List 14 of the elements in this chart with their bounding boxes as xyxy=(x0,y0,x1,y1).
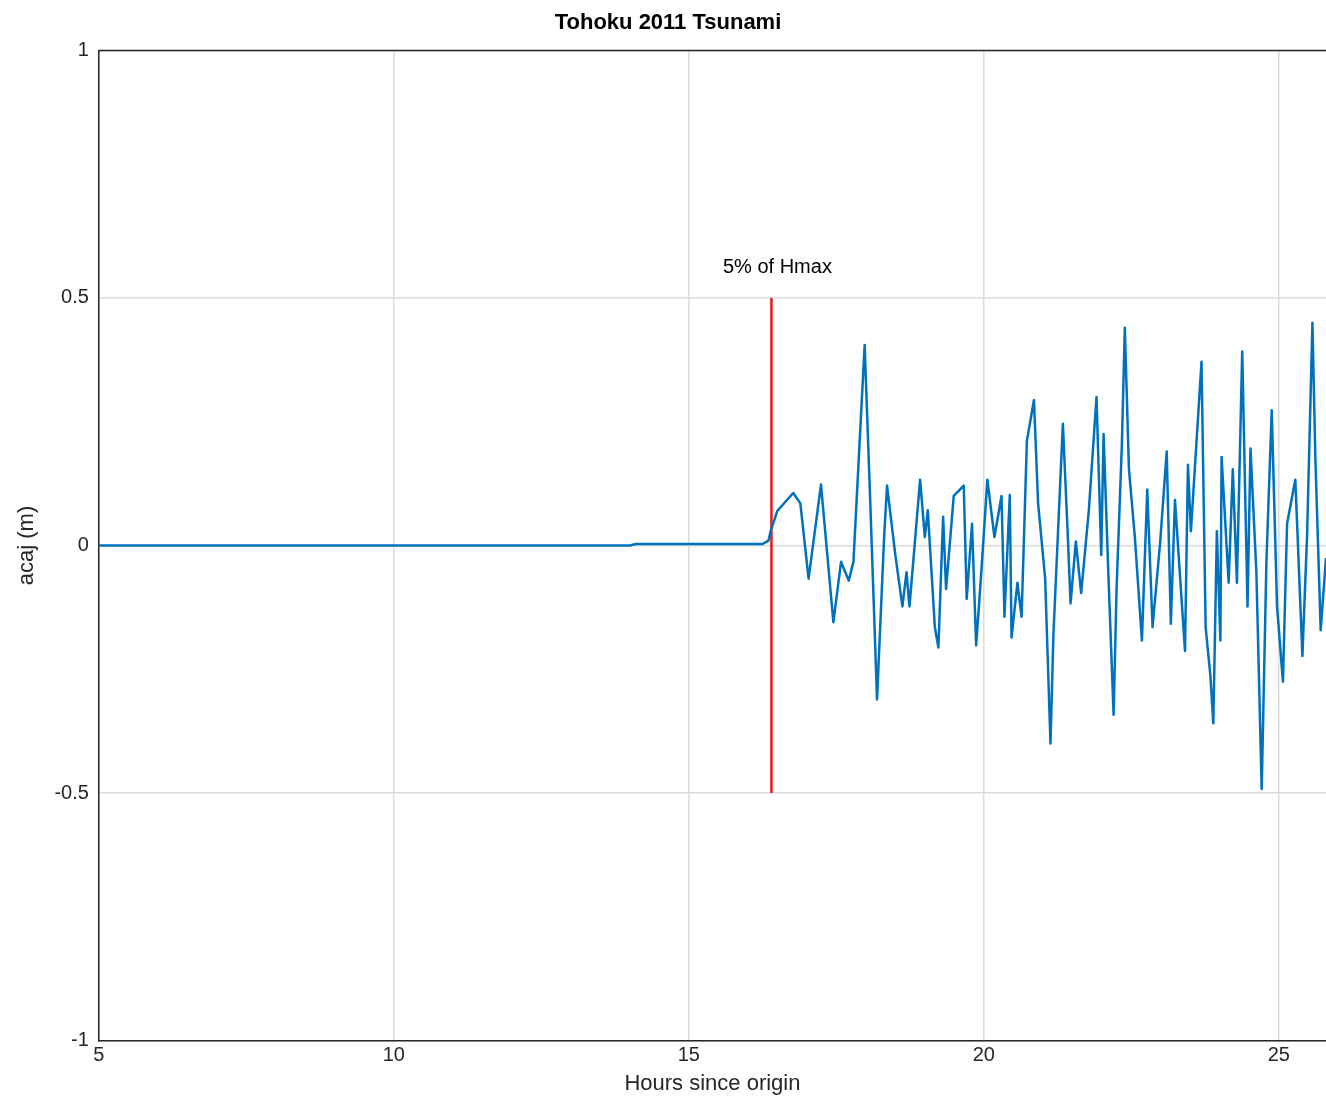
x-tick-label: 15 xyxy=(677,1043,700,1066)
chart-title: Tohoku 2011 Tsunami xyxy=(554,9,782,35)
x-tick-label: 25 xyxy=(1267,1043,1290,1066)
x-tick-label: 20 xyxy=(972,1043,995,1066)
y-tick-label: 1 xyxy=(77,37,89,60)
x-axis-title: Hours since origin xyxy=(624,1069,801,1095)
x-tick-label: 10 xyxy=(382,1043,405,1066)
y-tick-label: 0 xyxy=(77,533,89,556)
y-tick-label: -0.5 xyxy=(54,780,89,803)
x-tick-label: 5 xyxy=(93,1043,105,1066)
y-tick-label: -1 xyxy=(71,1028,89,1051)
y-tick-label: 0.5 xyxy=(61,285,89,308)
annotation: 5% of Hmax xyxy=(722,255,832,278)
y-axis-title: acaj (m) xyxy=(13,505,39,586)
